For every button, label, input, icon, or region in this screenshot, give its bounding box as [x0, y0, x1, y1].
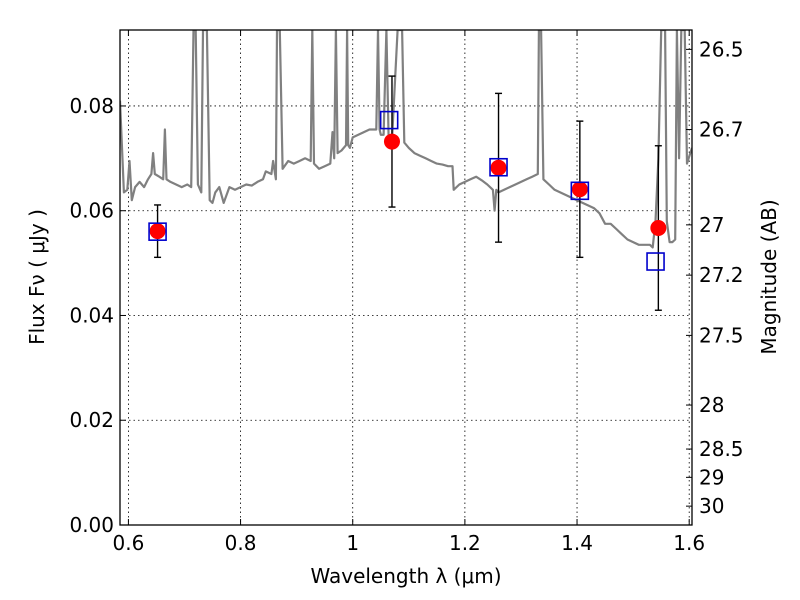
model-spectrum-line — [120, 30, 692, 249]
observed-point — [383, 133, 400, 150]
photometry-points — [148, 75, 667, 311]
model-point-box — [489, 157, 508, 177]
x-axis-title: Wavelength λ (μm) — [310, 564, 501, 588]
y-tick-label: 0.02 — [69, 408, 114, 432]
y-tick-label: 0.00 — [69, 513, 114, 537]
right-tick-label: 26.5 — [699, 37, 744, 61]
y-axis-title: Flux Fν ( μJy ) — [25, 209, 49, 345]
right-axis-title: Magnitude (AB) — [757, 199, 781, 354]
x-tick-label: 1.4 — [561, 531, 593, 555]
y-tick-label: 0.04 — [69, 303, 114, 327]
observed-point — [571, 181, 588, 198]
model-point-box — [148, 222, 167, 241]
y-tick-label: 0.06 — [69, 199, 114, 223]
x-tick-label: 1 — [346, 531, 359, 555]
right-tick-label: 28.5 — [699, 437, 744, 461]
model-point-box — [570, 181, 590, 201]
observed-point — [490, 159, 507, 176]
right-tick-label: 26.7 — [699, 118, 744, 142]
right-tick-label: 27 — [699, 213, 724, 237]
right-tick-label: 27.5 — [699, 323, 744, 347]
x-tick-label: 1.6 — [673, 531, 705, 555]
y-tick-label: 0.08 — [69, 94, 114, 118]
right-tick-label: 28 — [699, 393, 724, 417]
x-tick-label: 0.8 — [225, 531, 257, 555]
plot-area — [120, 30, 692, 525]
axis-ticks: 0.6 0.8 1 1.2 1.4 1.6 0.00 0.02 0.04 0.06 0.08 26.5… — [69, 30, 744, 555]
grid-lines — [120, 30, 692, 525]
right-tick-label: 27.2 — [699, 263, 744, 287]
model-point-box — [646, 252, 665, 271]
observed-point — [650, 220, 667, 236]
model-spectrum-layer — [120, 30, 692, 249]
x-tick-label: 0.6 — [113, 531, 145, 555]
x-tick-label: 1.2 — [449, 531, 481, 555]
model-point-box — [379, 110, 399, 130]
right-tick-label: 30 — [699, 494, 724, 518]
plot-frame — [119, 29, 693, 526]
observed-point — [149, 223, 166, 240]
right-tick-label: 29 — [699, 465, 724, 489]
